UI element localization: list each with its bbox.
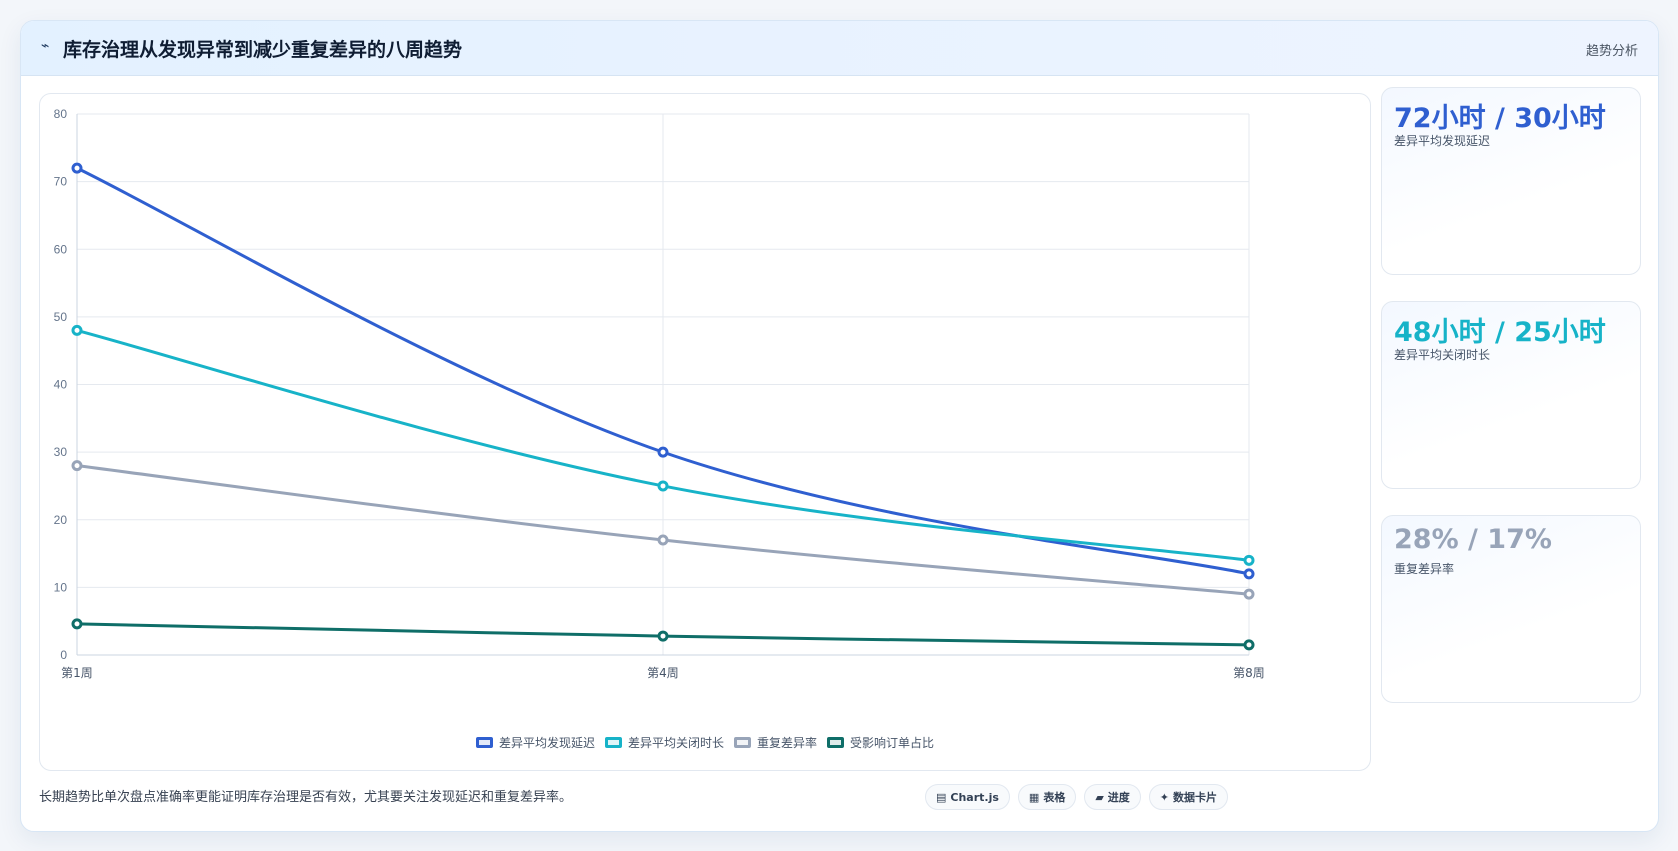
legend-label: 差异平均关闭时长 (627, 736, 724, 750)
kpi-card-detection-delay: 72小时 / 30小时 差异平均发现延迟 (1381, 87, 1641, 275)
data-point (657, 630, 669, 642)
legend-item[interactable]: 差异平均发现延迟 (475, 734, 595, 751)
chart-icon: ▤ (936, 790, 947, 804)
data-point (71, 618, 83, 630)
y-tick-label: 0 (60, 648, 67, 662)
legend-label: 差异平均发现延迟 (498, 736, 595, 750)
kpi-label: 差异平均发现延迟 (1394, 134, 1491, 148)
y-tick-label: 20 (54, 513, 68, 527)
kpi-label: 重复差异率 (1394, 562, 1455, 576)
data-point (1243, 554, 1255, 566)
chip-chart[interactable]: ▤ Chart.js (925, 784, 1010, 810)
panel-header: ⌁ 库存治理从发现异常到减少重复差异的八周趋势 趋势分析 (21, 21, 1658, 76)
y-tick-label: 60 (54, 242, 68, 256)
x-tick-label: 第1周 (61, 666, 93, 680)
line-chart: 0 10 20 30 40 50 60 70 80 第1周 第4周 第8周 (54, 107, 1265, 680)
legend-label: 受影响订单占比 (850, 736, 935, 750)
chip-progress[interactable]: ▰ 进度 (1084, 784, 1141, 810)
legend-item[interactable]: 差异平均关闭时长 (604, 734, 724, 751)
kpi-label: 差异平均关闭时长 (1394, 348, 1491, 362)
legend-swatch (734, 737, 751, 748)
kpi-card-close-duration: 48小时 / 25小时 差异平均关闭时长 (1381, 301, 1641, 489)
data-point (71, 460, 83, 472)
feature-chips: ▤ Chart.js ▦ 表格 ▰ 进度 ✦ 数据卡片 (925, 784, 1229, 810)
y-tick-label: 40 (54, 378, 68, 392)
data-point (71, 162, 83, 174)
footer-note: 长期趋势比单次盘点准确率更能证明库存治理是否有效，尤其要关注发现延迟和重复差异率… (39, 790, 573, 805)
x-tick-label: 第4周 (647, 666, 679, 680)
chip-card[interactable]: ✦ 数据卡片 (1148, 784, 1229, 810)
chip-label: 表格 (1043, 791, 1066, 804)
kpi-card-repeat-rate: 28% / 17% 重复差异率 (1381, 515, 1641, 703)
legend-swatch (475, 737, 493, 748)
legend-swatch (604, 737, 622, 748)
chip-table[interactable]: ▦ 表格 (1017, 784, 1077, 810)
panel-tag: 趋势分析 (1585, 44, 1638, 59)
y-tick-label: 70 (54, 175, 68, 189)
chart-card: 0 10 20 30 40 50 60 70 80 第1周 第4周 第8周 差异平均发现延迟 差异平均关… (39, 93, 1371, 771)
y-tick-label: 10 (54, 580, 68, 594)
chip-label: 数据卡片 (1173, 791, 1218, 804)
kpi-value: 72小时 / 30小时 (1394, 103, 1606, 134)
data-point (657, 446, 669, 458)
data-point (657, 480, 669, 492)
data-point (657, 534, 669, 546)
chip-label: 进度 (1107, 791, 1130, 804)
legend-label: 重复差异率 (757, 736, 818, 750)
data-point (1243, 588, 1255, 600)
dashboard-panel: ⌁ 库存治理从发现异常到减少重复差异的八周趋势 趋势分析 0 10 20 30 40 50… (20, 20, 1659, 832)
legend-item[interactable]: 重复差异率 (734, 734, 817, 751)
legend-swatch (827, 737, 845, 748)
x-tick-label: 第8周 (1233, 666, 1265, 680)
card-icon: ✦ (1159, 790, 1170, 804)
chip-label: Chart.js (950, 790, 999, 804)
data-point (1243, 568, 1255, 580)
legend-item[interactable]: 受影响订单占比 (827, 734, 934, 751)
kpi-value: 28% / 17% (1394, 524, 1552, 555)
page-title: 库存治理从发现异常到减少重复差异的八周趋势 (63, 39, 463, 61)
table-icon: ▦ (1028, 790, 1040, 804)
progress-icon: ▰ (1095, 790, 1104, 804)
data-point (1243, 639, 1255, 651)
data-point (71, 324, 83, 336)
y-tick-label: 30 (54, 445, 68, 459)
kpi-value: 48小时 / 25小时 (1394, 317, 1606, 348)
chart-legend: 差异平均发现延迟 差异平均关闭时长 重复差异率 受影响订单占比 (40, 734, 1370, 751)
trend-line-icon: ⌁ (41, 38, 50, 54)
y-tick-label: 80 (54, 107, 68, 121)
y-tick-label: 50 (54, 310, 68, 324)
